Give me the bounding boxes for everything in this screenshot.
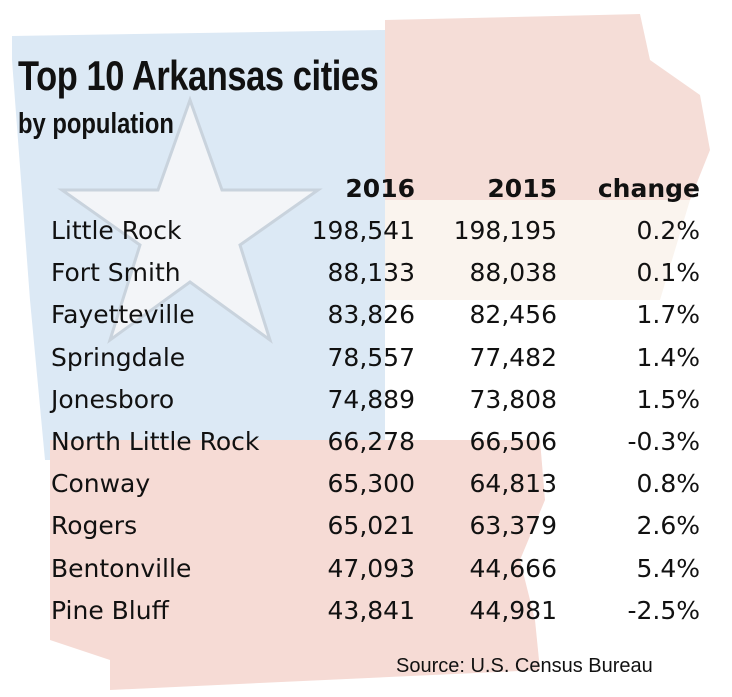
source-note: Source: U.S. Census Bureau <box>396 655 653 677</box>
percent-change: 1.7% <box>636 300 700 330</box>
percent-change: 1.4% <box>636 342 700 372</box>
column-header-change: change <box>597 174 700 203</box>
population-2015: 77,482 <box>469 342 557 372</box>
population-2015: 88,038 <box>469 258 557 288</box>
population-2016: 88,133 <box>327 258 415 288</box>
population-2016: 65,021 <box>327 511 415 541</box>
city-name: Little Rock <box>51 216 182 245</box>
table-row: Springdale 78,557 77,482 1.4% <box>0 343 732 385</box>
percent-change: 1.5% <box>636 384 700 414</box>
table-row: Fort Smith 88,133 88,038 0.1% <box>0 258 732 300</box>
table-row: Little Rock 198,541 198,195 0.2% <box>0 216 732 258</box>
percent-change: 5.4% <box>636 553 700 583</box>
table-row: Pine Bluff 43,841 44,981 -2.5% <box>0 596 732 638</box>
population-2015: 73,808 <box>469 384 557 414</box>
city-name: North Little Rock <box>51 427 260 456</box>
population-2016: 43,841 <box>327 595 415 625</box>
table-row: North Little Rock 66,278 66,506 -0.3% <box>0 427 732 469</box>
city-name: Rogers <box>51 511 138 541</box>
population-2015: 63,379 <box>469 511 557 541</box>
population-2016: 66,278 <box>327 427 415 456</box>
city-name: Fayetteville <box>51 300 195 330</box>
percent-change: 0.8% <box>636 469 700 499</box>
population-2016: 78,557 <box>327 342 415 372</box>
population-2015: 44,981 <box>469 595 557 625</box>
population-2015: 64,813 <box>469 469 557 499</box>
population-2016: 47,093 <box>327 553 415 583</box>
map-red-top-region <box>385 14 710 200</box>
population-2016: 83,826 <box>327 300 415 330</box>
population-2016: 65,300 <box>327 469 415 499</box>
population-2015: 82,456 <box>469 300 557 330</box>
population-2015: 198,195 <box>453 216 557 245</box>
star-icon <box>57 95 323 344</box>
percent-change: -0.3% <box>627 427 700 456</box>
column-header-2015: 2015 <box>487 174 557 203</box>
population-2016: 74,889 <box>327 384 415 414</box>
table-row: Fayetteville 83,826 82,456 1.7% <box>0 300 732 342</box>
map-white-band <box>385 200 690 300</box>
city-name: Conway <box>51 469 151 499</box>
table-row: Rogers 65,021 63,379 2.6% <box>0 511 732 553</box>
percent-change: 0.2% <box>636 216 700 245</box>
city-name: Bentonville <box>51 553 192 583</box>
city-name: Jonesboro <box>51 384 175 414</box>
chart-subtitle: by population <box>18 108 174 140</box>
chart-title: Top 10 Arkansas cities <box>18 52 379 99</box>
table-row: Jonesboro 74,889 73,808 1.5% <box>0 385 732 427</box>
city-name: Fort Smith <box>51 258 181 288</box>
table-row: Conway 65,300 64,813 0.8% <box>0 469 732 511</box>
city-name: Pine Bluff <box>51 595 169 625</box>
percent-change: 2.6% <box>636 511 700 541</box>
percent-change: -2.5% <box>627 595 700 625</box>
percent-change: 0.1% <box>636 258 700 288</box>
table-row: Bentonville 47,093 44,666 5.4% <box>0 554 732 596</box>
population-2015: 66,506 <box>469 427 557 456</box>
population-2016: 198,541 <box>311 216 415 245</box>
city-name: Springdale <box>51 342 186 372</box>
population-2015: 44,666 <box>469 553 557 583</box>
column-header-2016: 2016 <box>345 174 415 203</box>
map-red-bottom-region <box>50 440 545 690</box>
